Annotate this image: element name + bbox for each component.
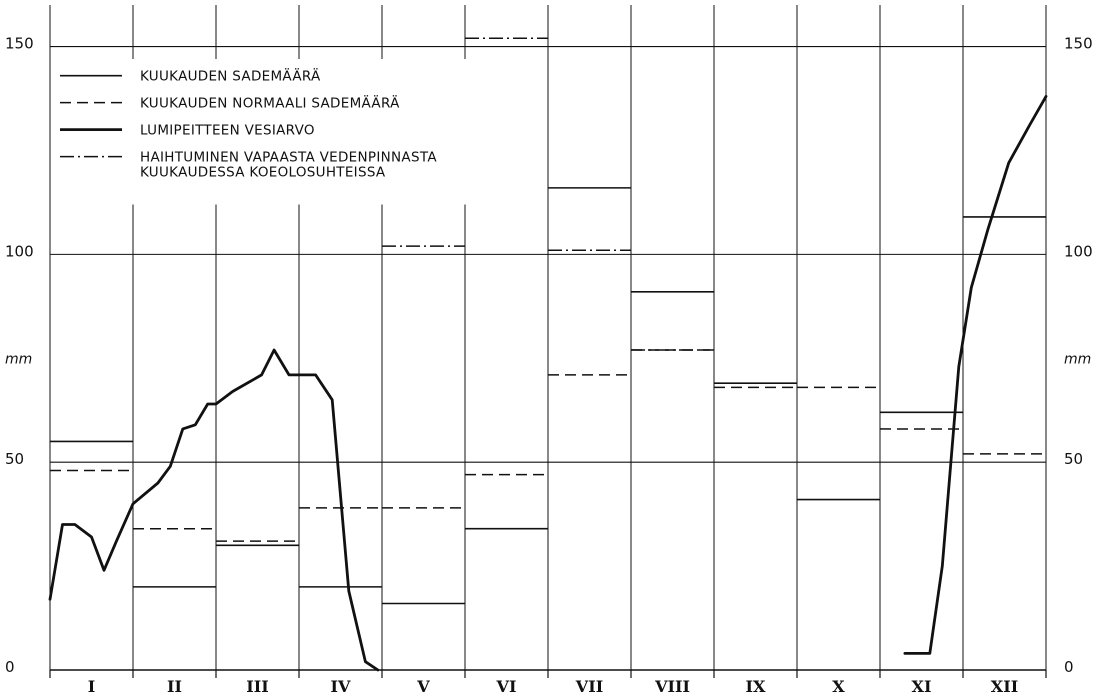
legend-label-normal: KUUKAUDEN NORMAALI SADEMÄÄRÄ: [140, 94, 400, 112]
snow-water-curve: [48, 348, 380, 672]
chart-series: [48, 37, 1048, 672]
y-tick-label-left: 150: [5, 35, 34, 53]
month-label: X: [832, 677, 845, 696]
y-tick-label-right: 0: [1064, 658, 1074, 676]
legend-background: [55, 59, 530, 205]
legend-label-evaporation: KUUKAUDESSA KOEOLOSUHTEISSA: [140, 165, 386, 181]
legend-label-snow: LUMIPEITTEEN VESIARVO: [140, 123, 315, 139]
month-label: VII: [575, 677, 603, 696]
month-label: V: [416, 677, 430, 696]
month-label: XII: [991, 677, 1018, 696]
y-tick-label-right: 150: [1064, 35, 1093, 53]
month-label: VI: [496, 677, 517, 696]
month-label: I: [88, 677, 95, 696]
month-label: IX: [746, 677, 766, 696]
legend-label-precipitation: KUUKAUDEN SADEMÄÄRÄ: [140, 67, 321, 85]
month-label: VIII: [654, 677, 690, 696]
legend: KUUKAUDEN SADEMÄÄRÄ KUUKAUDEN NORMAALI SA…: [55, 59, 530, 205]
month-label: XI: [912, 677, 932, 696]
snow-water-curve: [903, 95, 1048, 655]
legend-label-evaporation: HAIHTUMINEN VAPAASTA VEDENPINNASTA: [140, 150, 437, 166]
y-tick-label-right: 100: [1064, 242, 1093, 260]
y-unit-label-right: mm: [1064, 351, 1091, 367]
y-tick-label-left: 0: [5, 658, 15, 676]
month-label: II: [167, 677, 182, 696]
month-label: III: [246, 677, 268, 696]
y-tick-label-left: 50: [5, 450, 24, 468]
y-tick-label-right: 50: [1064, 450, 1083, 468]
y-tick-label-left: 100: [5, 242, 34, 260]
month-label: IV: [331, 677, 351, 696]
y-unit-label-left: mm: [5, 351, 32, 367]
